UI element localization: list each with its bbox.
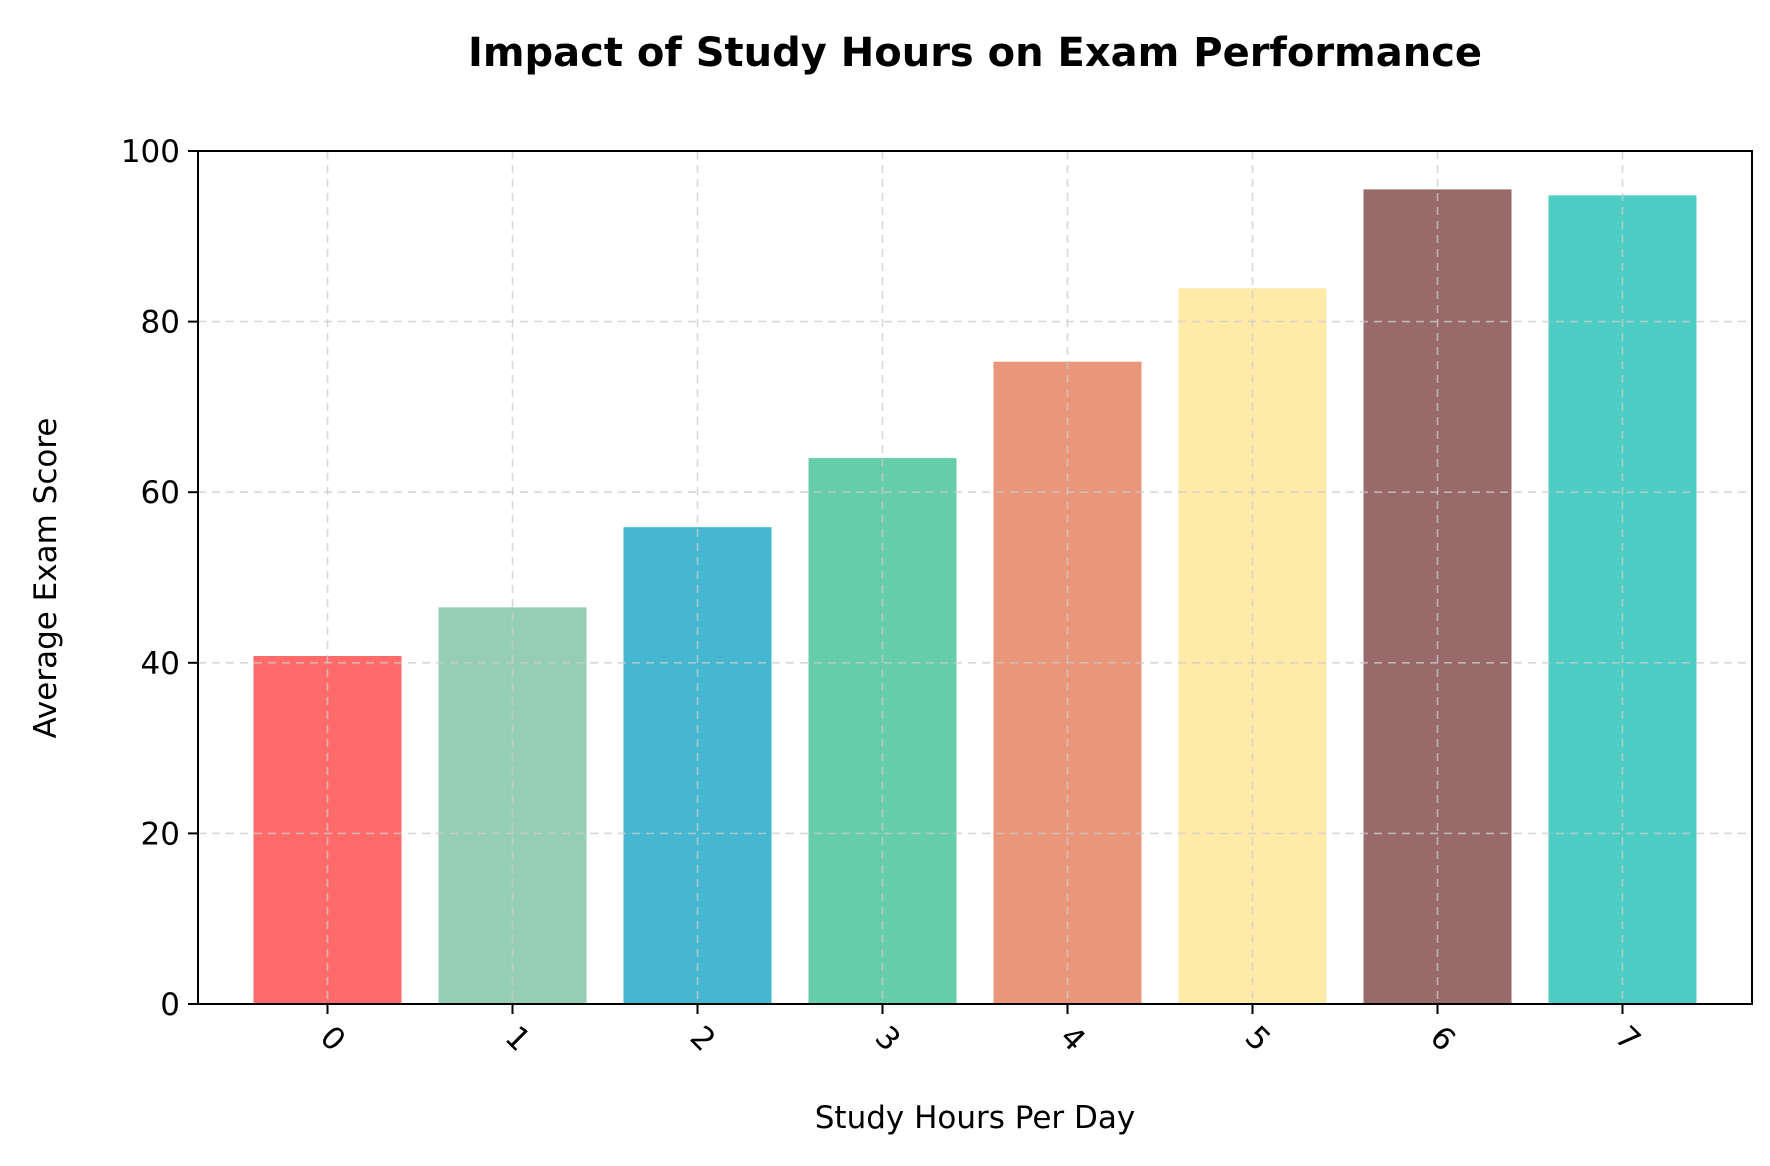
y-tick-label: 80	[141, 305, 180, 341]
bar-1	[438, 607, 587, 1004]
y-axis-label: Average Exam Score	[28, 418, 64, 739]
y-tick-label: 60	[141, 475, 180, 511]
chart-title: Impact of Study Hours on Exam Performanc…	[468, 30, 1482, 76]
x-axis-label: Study Hours Per Day	[815, 1100, 1136, 1136]
plot-frame	[197, 150, 1753, 1005]
y-tick-label: 0	[160, 987, 180, 1023]
y-axis-ticks: 0 20 40 60 80 100	[121, 134, 198, 1023]
y-tick-label: 20	[141, 816, 180, 852]
y-tick-label: 40	[141, 646, 180, 682]
y-tick-label: 100	[121, 134, 180, 170]
bar-2	[623, 527, 772, 1004]
